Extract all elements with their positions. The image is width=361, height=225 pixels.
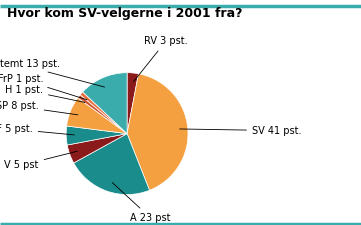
Wedge shape xyxy=(80,92,127,134)
Text: A 23 pst: A 23 pst xyxy=(112,182,171,223)
Text: FrP 1 pst.: FrP 1 pst. xyxy=(0,74,87,100)
Text: RV 3 pst.: RV 3 pst. xyxy=(134,36,188,82)
Wedge shape xyxy=(127,73,139,134)
Wedge shape xyxy=(78,95,127,134)
Wedge shape xyxy=(127,74,188,190)
Wedge shape xyxy=(67,98,127,134)
Text: Ikke stemt 13 pst.: Ikke stemt 13 pst. xyxy=(0,58,105,87)
Wedge shape xyxy=(66,126,127,145)
Text: Hvor kom SV-velgerne i 2001 fra?: Hvor kom SV-velgerne i 2001 fra? xyxy=(7,7,243,20)
Wedge shape xyxy=(83,73,127,134)
Text: H 1 pst.: H 1 pst. xyxy=(5,85,85,102)
Text: SV 41 pst.: SV 41 pst. xyxy=(179,126,301,136)
Text: SP 8 pst.: SP 8 pst. xyxy=(0,101,78,115)
Wedge shape xyxy=(67,134,127,163)
Text: KrF 5 pst.: KrF 5 pst. xyxy=(0,124,74,135)
Text: V 5 pst: V 5 pst xyxy=(4,151,77,170)
Wedge shape xyxy=(74,134,149,195)
